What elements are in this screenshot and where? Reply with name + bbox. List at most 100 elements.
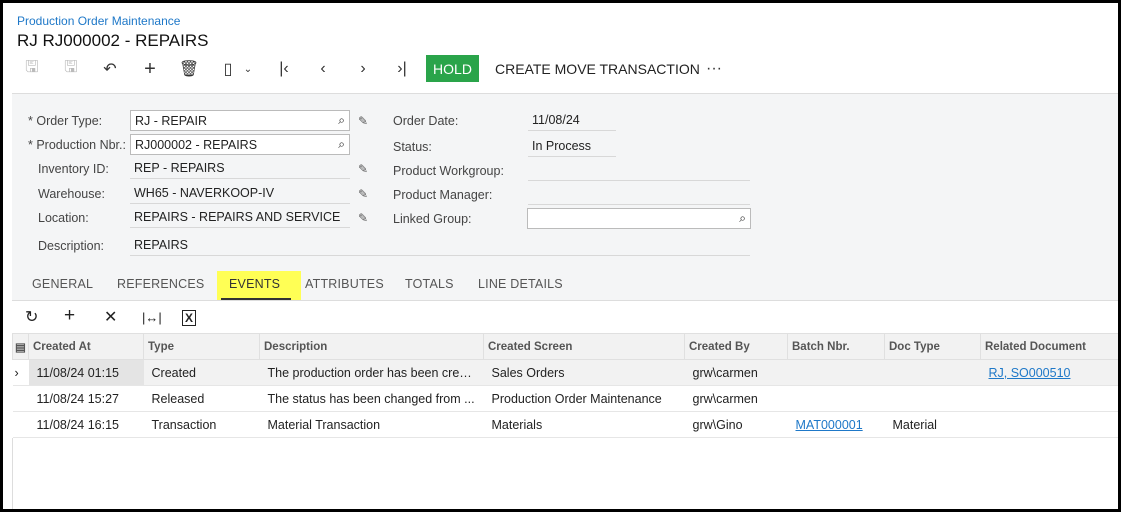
more-icon[interactable]: ··· <box>706 60 722 77</box>
page-title: RJ RJ000002 - REPAIRS <box>17 31 209 50</box>
cell-batch-nbr[interactable] <box>787 359 885 386</box>
add-icon[interactable]: + <box>144 57 156 80</box>
grid-header: ▤ Created At Type Description Created Sc… <box>12 333 1118 360</box>
add-row-icon[interactable]: + <box>64 305 76 326</box>
inventory-id-field: REP - REPAIRS <box>130 158 350 179</box>
search-icon[interactable]: ⌕ <box>739 211 746 225</box>
description-field[interactable]: REPAIRS <box>130 235 750 256</box>
col-created-by[interactable]: Created By <box>684 333 788 360</box>
row-selector-icon[interactable]: ▤ <box>12 333 29 360</box>
inventory-id-label: Inventory ID: <box>38 162 109 176</box>
tab-totals[interactable]: TOTALS <box>405 277 454 291</box>
cell-created-screen[interactable]: Sales Orders <box>483 359 685 386</box>
linked-group-label: Linked Group: <box>393 212 472 226</box>
breadcrumb[interactable]: Production Order Maintenance <box>17 14 181 28</box>
cell-type[interactable]: Transaction <box>143 411 260 438</box>
location-label: Location: <box>38 211 89 225</box>
tab-general[interactable]: GENERAL <box>32 277 94 291</box>
delete-icon[interactable]: 🗑 <box>178 61 200 78</box>
col-created-at[interactable]: Created At <box>28 333 144 360</box>
copy-paste-icon[interactable]: ▯ <box>223 61 233 78</box>
export-excel-icon[interactable]: X <box>182 310 197 326</box>
row-indicator <box>12 385 29 412</box>
table-row[interactable]: › 11/08/24 01:15 Created The production … <box>12 359 1118 386</box>
first-record-icon[interactable]: |‹ <box>279 60 289 77</box>
linked-group-field[interactable]: ⌕ <box>527 208 751 229</box>
cell-created-by[interactable]: grw\Gino <box>684 411 788 438</box>
cell-doc-type[interactable] <box>884 359 981 386</box>
tab-attributes[interactable]: ATTRIBUTES <box>305 277 384 291</box>
cell-related-document[interactable] <box>980 385 1118 412</box>
cell-type[interactable]: Created <box>143 359 260 386</box>
cell-created-at[interactable]: 11/08/24 01:15 <box>28 359 144 386</box>
cell-type[interactable]: Released <box>143 385 260 412</box>
tab-events[interactable]: EVENTS <box>229 277 281 291</box>
tab-references[interactable]: REFERENCES <box>117 277 205 291</box>
save-icon[interactable]: 🖫 <box>64 58 78 76</box>
cell-created-screen[interactable]: Production Order Maintenance <box>483 385 685 412</box>
order-date-label: Order Date: <box>393 114 459 128</box>
related-document-link[interactable]: RJ, SO000510 <box>988 365 1071 380</box>
save-close-icon[interactable]: 🖫 <box>25 58 39 76</box>
cell-created-by[interactable]: grw\carmen <box>684 385 788 412</box>
production-nbr-field[interactable]: RJ000002 - REPAIRS ⌕ <box>130 134 350 155</box>
create-move-transaction-button[interactable]: CREATE MOVE TRANSACTION <box>495 61 700 77</box>
hold-button[interactable]: HOLD <box>426 55 479 82</box>
product-manager-label: Product Manager: <box>393 188 493 202</box>
col-doc-type[interactable]: Doc Type <box>884 333 981 360</box>
undo-icon[interactable]: ↶ <box>103 61 117 78</box>
col-created-screen[interactable]: Created Screen <box>483 333 685 360</box>
edit-icon[interactable]: ✎ <box>358 211 369 225</box>
last-record-icon[interactable]: ›| <box>397 60 407 77</box>
status-field: In Process <box>528 136 616 157</box>
row-indicator-icon: › <box>12 359 29 386</box>
cell-related-document[interactable] <box>980 411 1118 438</box>
cell-description[interactable]: The production order has been crea... <box>259 359 484 386</box>
col-type[interactable]: Type <box>143 333 260 360</box>
table-row[interactable]: 11/08/24 15:27 Released The status has b… <box>12 385 1118 412</box>
refresh-icon[interactable]: ↻ <box>25 309 39 326</box>
col-batch-nbr[interactable]: Batch Nbr. <box>787 333 885 360</box>
cell-batch-nbr[interactable]: MAT000001 <box>787 411 885 438</box>
cell-related-document[interactable]: RJ, SO000510 <box>980 359 1118 386</box>
product-workgroup-field <box>528 160 750 181</box>
cell-description[interactable]: Material Transaction <box>259 411 484 438</box>
col-related-document[interactable]: Related Document <box>980 333 1118 360</box>
cell-created-at[interactable]: 11/08/24 16:15 <box>28 411 144 438</box>
cell-created-screen[interactable]: Materials <box>483 411 685 438</box>
cell-doc-type[interactable]: Material <box>884 411 981 438</box>
warehouse-label: Warehouse: <box>38 187 105 201</box>
window: Production Order Maintenance RJ RJ000002… <box>3 3 1118 509</box>
cell-batch-nbr[interactable] <box>787 385 885 412</box>
cell-created-by[interactable]: grw\carmen <box>684 359 788 386</box>
active-tab-highlight <box>217 271 301 301</box>
cell-created-at[interactable]: 11/08/24 15:27 <box>28 385 144 412</box>
edit-icon[interactable]: ✎ <box>358 162 369 176</box>
next-record-icon[interactable]: › <box>360 60 366 77</box>
search-icon[interactable]: ⌕ <box>338 113 345 127</box>
order-type-value: RJ - REPAIR <box>135 114 207 128</box>
cell-doc-type[interactable] <box>884 385 981 412</box>
tab-line-details[interactable]: LINE DETAILS <box>478 277 563 291</box>
search-icon[interactable]: ⌕ <box>338 137 345 151</box>
order-type-field[interactable]: RJ - REPAIR ⌕ <box>130 110 350 131</box>
warehouse-field: WH65 - NAVERKOOP-IV <box>130 183 350 204</box>
cell-description[interactable]: The status has been changed from ... <box>259 385 484 412</box>
previous-record-icon[interactable]: ‹ <box>320 60 326 77</box>
order-type-label: Order Type: <box>28 114 102 128</box>
product-manager-field <box>528 184 750 205</box>
row-indicator <box>12 411 29 438</box>
col-description[interactable]: Description <box>259 333 484 360</box>
chevron-down-icon[interactable]: ⌄ <box>243 63 253 75</box>
product-workgroup-label: Product Workgroup: <box>393 164 504 178</box>
location-field: REPAIRS - REPAIRS AND SERVICE <box>130 207 350 228</box>
table-row[interactable]: 11/08/24 16:15 Transaction Material Tran… <box>12 411 1118 438</box>
status-label: Status: <box>393 140 432 154</box>
order-date-field: 11/08/24 <box>528 110 616 131</box>
batch-nbr-link[interactable]: MAT000001 <box>795 417 863 432</box>
fit-columns-icon[interactable]: |↔| <box>142 310 162 325</box>
grid-toolbar <box>12 300 1118 333</box>
delete-row-icon[interactable]: ✕ <box>104 309 118 326</box>
edit-icon[interactable]: ✎ <box>358 114 369 128</box>
edit-icon[interactable]: ✎ <box>358 187 369 201</box>
